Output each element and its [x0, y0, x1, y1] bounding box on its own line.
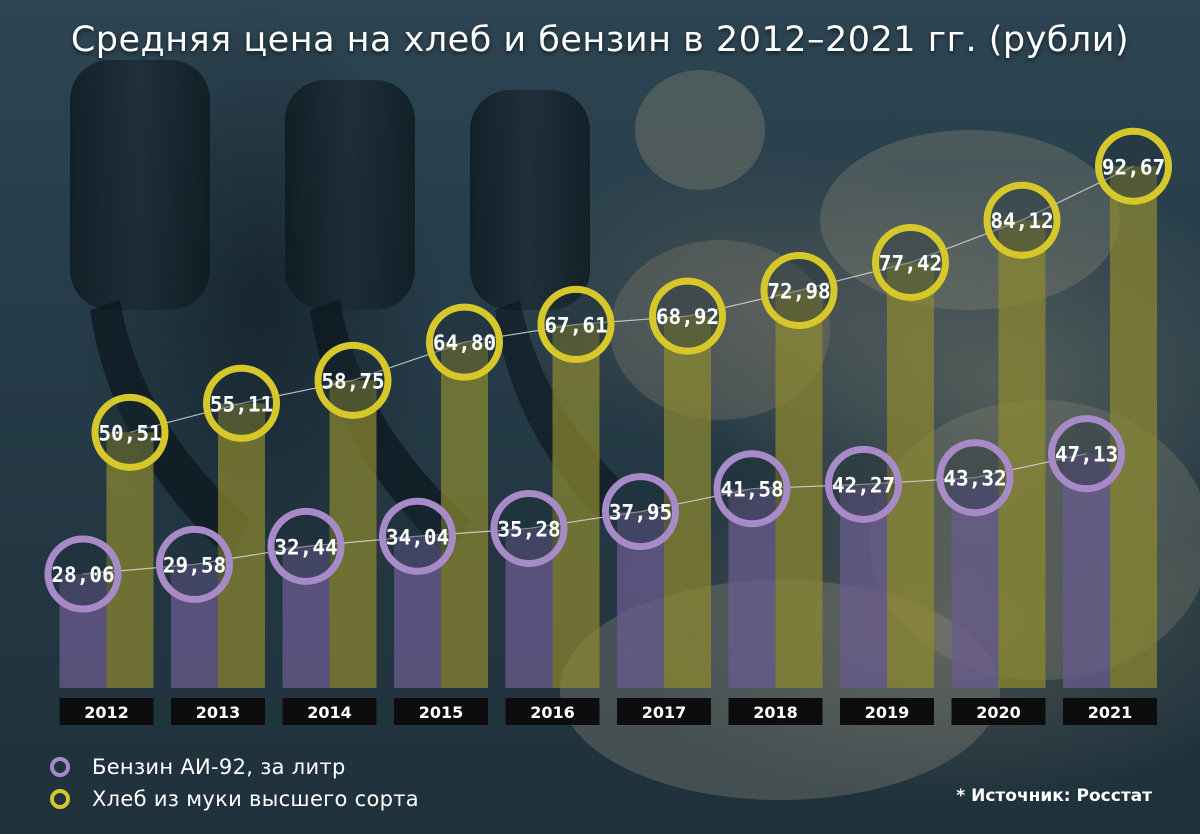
year-box-2015 [394, 698, 488, 725]
fuel-series-line [82, 453, 1087, 575]
legend-item-bread: Хлеб из муки высшего сорта [50, 784, 750, 814]
bread-series-line [129, 165, 1134, 433]
bread-value-label-2020: 84,12 [990, 209, 1053, 233]
fuel-marker-2013 [156, 525, 233, 603]
fuel-bar-2012 [59, 574, 107, 688]
bread-marker-2016 [537, 285, 615, 363]
fuel-marker-2017 [602, 473, 679, 551]
fuel-bar-2021 [1063, 453, 1110, 688]
legend-item-fuel: Бензин АИ-92, за литр [50, 752, 750, 782]
fuel-marker-2012 [44, 535, 122, 613]
fuel-value-label-2020: 43,32 [943, 467, 1006, 491]
bread-value-label-2015: 64,80 [433, 331, 496, 355]
fuel-value-label-2015: 34,04 [386, 525, 449, 549]
bread-marker-2012 [91, 393, 169, 471]
year-box-2016 [505, 698, 600, 725]
x-tick-label-2018: 2018 [753, 703, 798, 722]
fuel-marker-2014 [267, 507, 345, 585]
bread-value-label-2017: 68,92 [656, 305, 719, 329]
year-box-2018 [728, 698, 823, 725]
fuel-bar-2014 [282, 546, 330, 688]
fuel-bar-2016 [505, 528, 553, 688]
year-box-2012 [59, 698, 154, 725]
year-box-2014 [282, 698, 377, 725]
bread-value-label-2018: 72,98 [767, 280, 830, 304]
fuel-value-label-2018: 41,58 [720, 478, 783, 502]
fuel-bar-2013 [171, 564, 218, 688]
bread-marker-2014 [314, 341, 392, 419]
year-box-2020 [951, 698, 1046, 725]
fuel-marker-2018 [713, 450, 791, 528]
bread-value-label-2014: 58,75 [321, 369, 384, 393]
x-axis: 2012 2013 2014 2015 2016 2017 2018 2019 2020 2021 [59, 698, 1157, 725]
bread-marker-2021 [1095, 127, 1172, 205]
fuel-marker-2016 [490, 489, 568, 567]
fuel-value-label-2017: 37,95 [609, 501, 672, 525]
fuel-marker-2021 [1048, 415, 1125, 493]
bread-value-label-2012: 50,51 [98, 421, 161, 445]
year-box-2021 [1063, 698, 1157, 725]
bread-value-label-2019: 77,42 [879, 252, 942, 276]
x-tick-label-2015: 2015 [419, 703, 464, 722]
bread-value-label-2016: 67,61 [544, 313, 607, 337]
legend-label-fuel: Бензин АИ-92, за литр [92, 755, 346, 779]
bread-marker-2015 [426, 303, 503, 381]
lines-layer [82, 165, 1134, 575]
fuel-value-label-2021: 47,13 [1055, 443, 1118, 467]
bread-marker-2013 [203, 364, 280, 442]
bread-marker-2020 [983, 181, 1061, 259]
markers-layer: 28,06 29,58 32,44 34,04 35,28 37,95 41,58 42,27… [44, 127, 1172, 613]
x-tick-label-2017: 2017 [642, 703, 687, 722]
bread-marker-2018 [760, 252, 838, 330]
x-tick-label-2021: 2021 [1088, 703, 1133, 722]
legend-label-bread: Хлеб из муки высшего сорта [92, 787, 419, 811]
bread-marker-2017 [649, 277, 726, 355]
fuel-value-label-2016: 35,28 [497, 517, 560, 541]
fuel-bar-2015 [394, 536, 441, 688]
x-tick-label-2013: 2013 [196, 703, 241, 722]
year-box-2017 [617, 698, 711, 725]
fuel-value-label-2014: 32,44 [274, 535, 337, 559]
fuel-legend-marker [50, 757, 70, 777]
bread-value-label-2013: 55,11 [210, 392, 273, 416]
year-box-2019 [840, 698, 934, 725]
x-tick-label-2014: 2014 [307, 703, 352, 722]
bread-bar-2021 [1110, 166, 1157, 688]
fuel-marker-2015 [379, 497, 456, 575]
bread-legend-marker [50, 789, 70, 809]
fuel-value-label-2019: 42,27 [832, 473, 895, 497]
fuel-marker-2020 [936, 439, 1014, 517]
fuel-value-label-2013: 29,58 [163, 553, 226, 577]
fuel-value-label-2012: 28,06 [51, 563, 114, 587]
x-tick-label-2020: 2020 [976, 703, 1021, 722]
bread-bar-2020 [998, 220, 1046, 688]
bread-bar-2018 [775, 290, 823, 688]
bread-marker-2019 [872, 224, 949, 302]
year-box-2013 [171, 698, 265, 725]
fuel-marker-2019 [825, 445, 902, 523]
x-tick-label-2012: 2012 [84, 703, 129, 722]
bread-value-label-2021: 92,67 [1102, 155, 1165, 179]
x-tick-label-2019: 2019 [865, 703, 910, 722]
source-note: * Источник: Росстат [956, 786, 1152, 806]
x-tick-label-2016: 2016 [530, 703, 575, 722]
chart-title: Средняя цена на хлеб и бензин в 2012–202… [70, 20, 1130, 60]
